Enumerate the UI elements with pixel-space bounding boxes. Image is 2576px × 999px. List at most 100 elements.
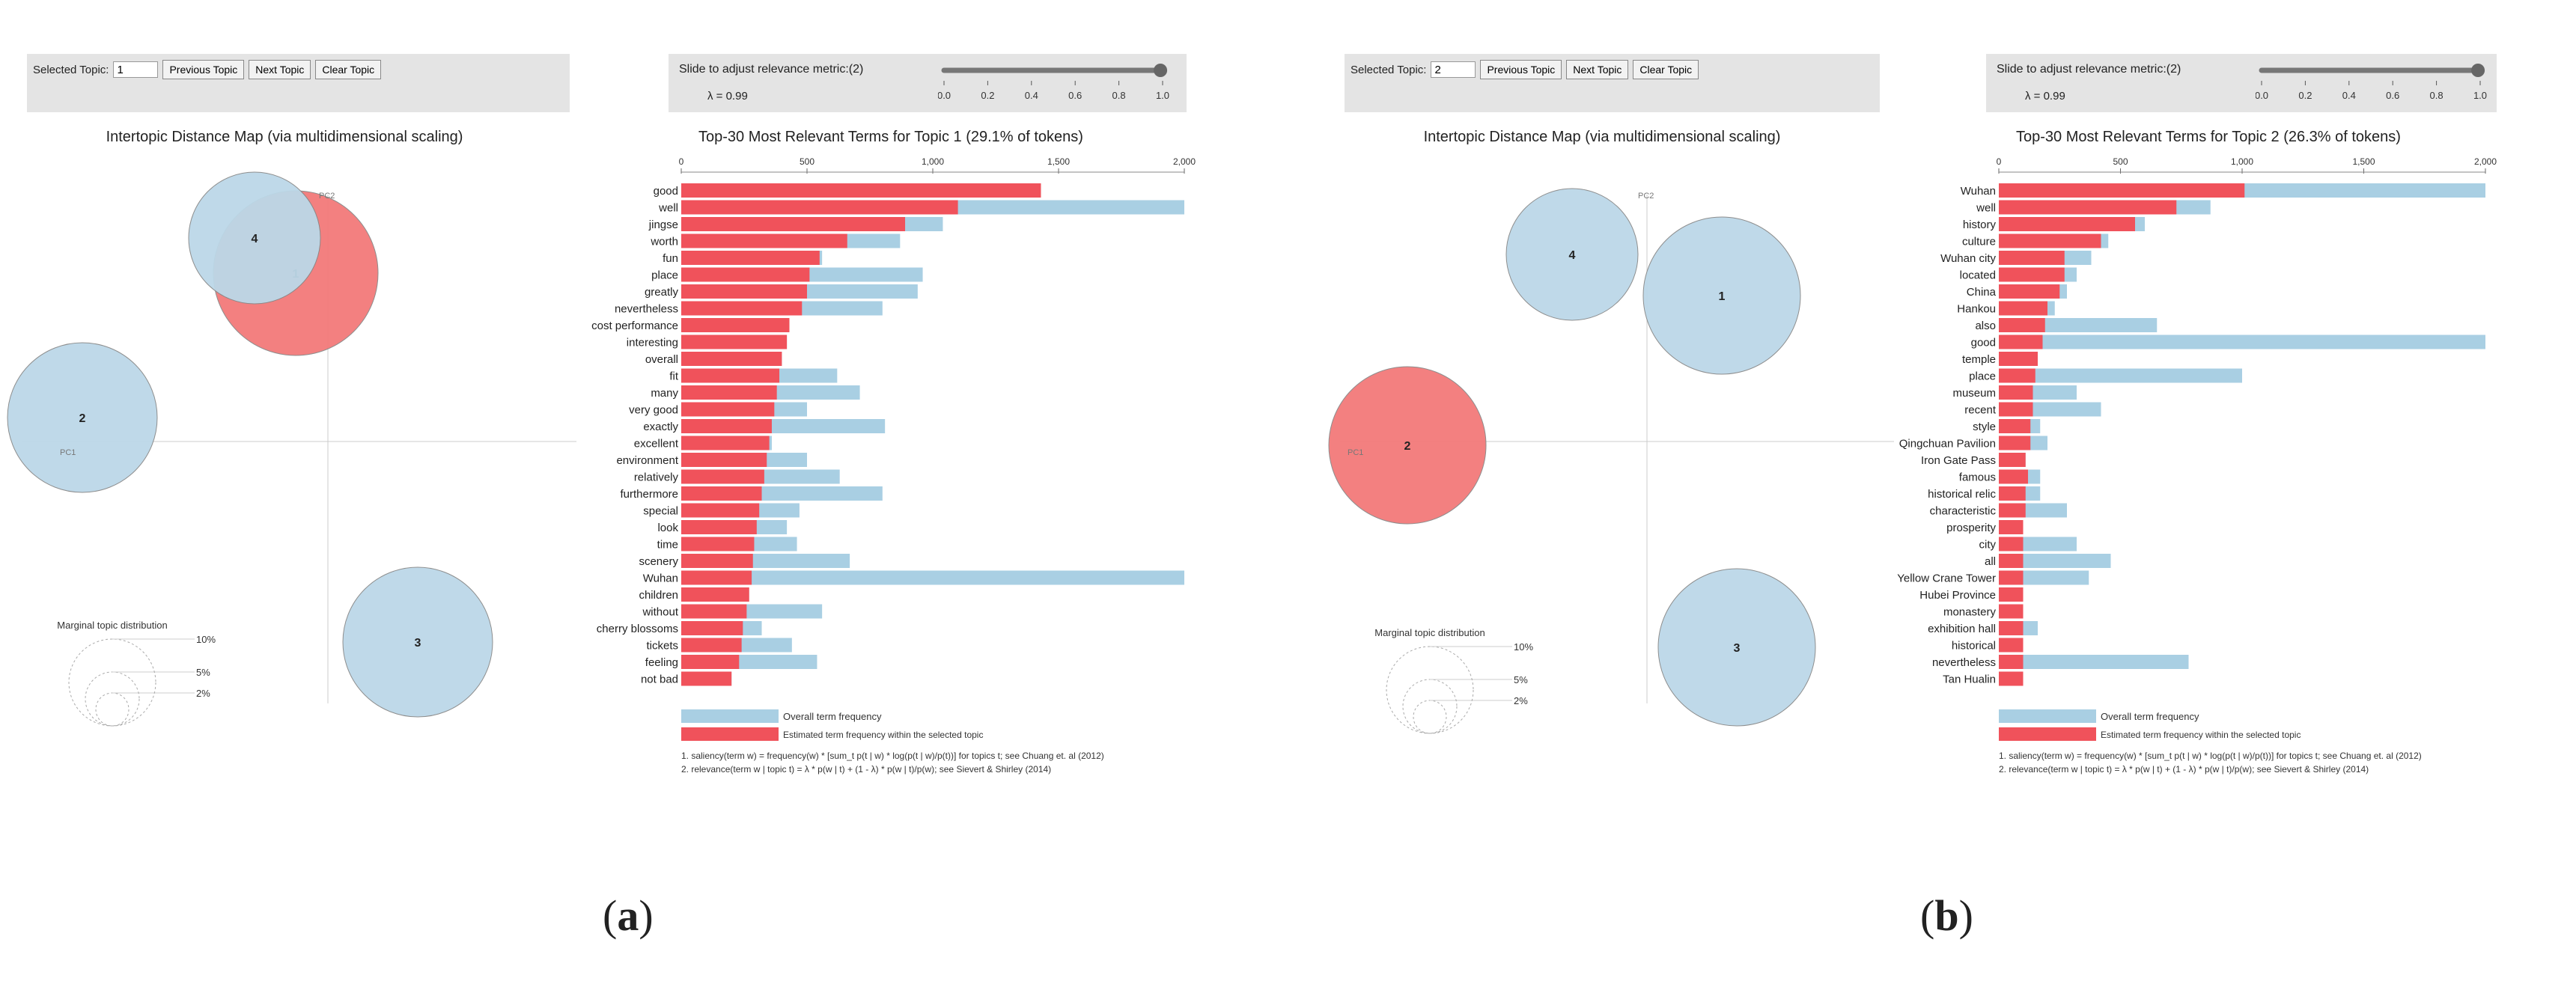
term-label: fit [669, 370, 679, 383]
topic-label-3: 3 [415, 637, 421, 650]
next-topic-button[interactable]: Next Topic [249, 60, 311, 79]
estimated-bar [1999, 453, 2026, 467]
relevant-terms-chart: 0 500 1,000 1,500 2,000 Wuhan well history cultu… [1897, 156, 2497, 775]
legend-estimated-swatch [681, 727, 779, 741]
footnote-relevance: 2. relevance(term w | topic t) = λ * p(w… [681, 764, 1051, 775]
relevance-slider[interactable]: 0.0 0.2 0.4 0.6 0.8 1.0 [938, 61, 1178, 106]
term-label: interesting [627, 337, 678, 349]
estimated-bar [1999, 537, 2024, 552]
topic-controls: Selected Topic: Previous Topic Next Topi… [27, 54, 570, 112]
estimated-bar [681, 621, 743, 635]
term-label: jingse [648, 219, 678, 231]
marginal-legend-label: 2% [1514, 695, 1528, 706]
term-label: well [658, 202, 678, 215]
x-tick-label: 2,000 [2474, 156, 2497, 167]
term-label: without [642, 606, 678, 619]
overall-bar [1999, 655, 2189, 669]
estimated-bar [681, 318, 790, 332]
term-label: Tan Hualin [1943, 673, 1996, 686]
legend-estimated-label: Estimated term frequency within the sele… [783, 730, 983, 740]
topic-controls: Selected Topic: Previous Topic Next Topi… [1345, 54, 1880, 112]
term-label: historical relic [1928, 488, 1996, 501]
estimated-bar [1999, 233, 2101, 248]
estimated-bar [681, 352, 782, 366]
term-label: very good [629, 404, 678, 417]
slider-tick-label: 0.4 [2342, 90, 2356, 101]
slider-tick-label: 1.0 [2473, 90, 2487, 101]
estimated-bar [1999, 419, 2031, 433]
footnote-relevance: 2. relevance(term w | topic t) = λ * p(w… [1999, 764, 2369, 775]
term-label: museum [1952, 387, 1996, 400]
term-label: cost performance [591, 320, 678, 332]
legend-overall-swatch [1999, 709, 2096, 723]
term-label: cherry blossoms [597, 623, 678, 635]
lambda-value: λ = 0.99 [2025, 90, 2065, 103]
estimated-bar [1999, 469, 2028, 484]
next-topic-button[interactable]: Next Topic [1566, 60, 1629, 79]
marginal-legend-circle [1402, 679, 1458, 734]
slider-handle [1154, 64, 1168, 77]
relevance-slider[interactable]: 0.0 0.2 0.4 0.6 0.8 1.0 [2256, 61, 2495, 106]
estimated-bar [681, 251, 820, 265]
estimated-bar [681, 200, 958, 215]
term-label: good [1971, 337, 1996, 349]
term-label: located [1960, 269, 1996, 282]
topic-label-4: 4 [1569, 249, 1576, 262]
marginal-legend-label: 10% [196, 634, 216, 645]
x-tick-label: 2,000 [1173, 156, 1196, 167]
topic-circle-2 [1328, 366, 1487, 525]
estimated-bar [1999, 671, 2024, 686]
estimated-bar [1999, 318, 2045, 332]
intertopic-map: 1 2 3 4 PC2 PC1 Marginal topic distribution 2% 5… [1328, 188, 1894, 734]
topic-label-2: 2 [79, 412, 86, 425]
slider-tick-label: 0.0 [2256, 90, 2268, 101]
estimated-bar [1999, 200, 2177, 215]
estimated-bar [1999, 554, 2024, 568]
term-label: exhibition hall [1928, 623, 1996, 635]
panel-b: Selected Topic: Previous Topic Next Topi… [1318, 0, 2576, 999]
estimated-bar [1999, 503, 2026, 518]
topic-label-1: 1 [1719, 290, 1726, 303]
legend-overall-swatch [681, 709, 779, 723]
x-tick-label: 1,000 [2231, 156, 2253, 167]
estimated-bar [681, 233, 847, 248]
selected-topic-label: Selected Topic: [33, 63, 109, 76]
term-label: tickets [646, 640, 678, 653]
overall-bar [1999, 554, 2111, 568]
term-label: monastery [1943, 606, 1997, 619]
clear-topic-button[interactable]: Clear Topic [1633, 60, 1699, 79]
clear-topic-button[interactable]: Clear Topic [315, 60, 382, 79]
relevance-slider-box: Slide to adjust relevance metric:(2) λ =… [669, 54, 1187, 112]
previous-topic-button[interactable]: Previous Topic [162, 60, 245, 79]
term-label: environment [616, 454, 678, 467]
estimated-bar [681, 520, 757, 534]
topic-circle-3 [1657, 568, 1816, 727]
term-label: characteristic [1930, 505, 1997, 518]
topic-label-3: 3 [1734, 642, 1741, 655]
term-label: look [657, 522, 678, 534]
term-label: children [639, 589, 678, 602]
x-tick-label: 1,500 [1047, 156, 1070, 167]
previous-topic-button[interactable]: Previous Topic [1480, 60, 1562, 79]
legend-overall-label: Overall term frequency [783, 711, 882, 722]
estimated-bar [681, 537, 755, 552]
estimated-bar [1999, 655, 2024, 669]
term-label: fun [663, 252, 678, 265]
estimated-bar [681, 453, 767, 467]
selected-topic-input[interactable] [1431, 61, 1476, 78]
term-label: exactly [643, 421, 678, 433]
topic-circle-1 [1642, 216, 1801, 375]
term-label: time [657, 539, 678, 552]
marginal-legend-label: 5% [196, 667, 210, 678]
estimated-bar [1999, 284, 2060, 299]
term-label: culture [1962, 236, 1996, 248]
selected-topic-input[interactable] [113, 61, 159, 78]
pc2-label: PC2 [319, 192, 335, 201]
term-label: Wuhan [1961, 185, 1996, 198]
term-label: many [651, 387, 678, 400]
marginal-legend-label: 2% [196, 688, 210, 699]
estimated-bar [1999, 621, 2024, 635]
legend-estimated-label: Estimated term frequency within the sele… [2101, 730, 2301, 740]
term-label: not bad [641, 673, 678, 686]
term-label: place [1969, 370, 1996, 383]
